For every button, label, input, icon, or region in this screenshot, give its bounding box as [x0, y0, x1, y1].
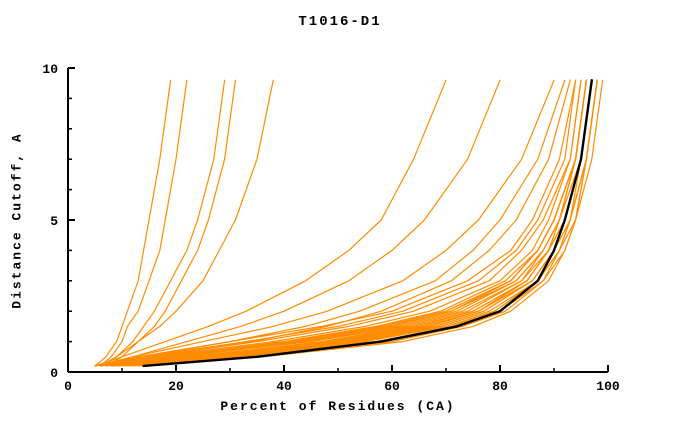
- y-axis-label: Distance Cutoff, A: [9, 131, 25, 309]
- model-curve: [105, 79, 588, 367]
- y-tick-label: 0: [50, 366, 58, 381]
- model-curve: [105, 79, 588, 367]
- model-curve: [115, 79, 593, 367]
- model-curve: [99, 79, 501, 367]
- model-curve: [105, 79, 236, 367]
- model-curve: [94, 79, 577, 367]
- model-curve: [99, 79, 226, 367]
- model-curve: [99, 79, 188, 367]
- x-tick-label: 80: [492, 379, 508, 394]
- highlighted-curve: [142, 78, 593, 368]
- model-curve: [99, 79, 566, 367]
- x-tick-label: 40: [276, 379, 292, 394]
- x-tick-label: 20: [168, 379, 184, 394]
- model-curve: [121, 79, 598, 367]
- model-curve: [99, 79, 582, 367]
- chart-title: T1016-D1: [298, 14, 382, 30]
- model-curve: [105, 79, 588, 367]
- model-curve: [121, 79, 598, 367]
- model-curve: [94, 79, 447, 367]
- model-curve: [110, 79, 593, 367]
- y-axis-label-box: Distance Cutoff, A: [0, 68, 34, 372]
- model-curve: [94, 79, 577, 367]
- model-curve: [105, 79, 588, 367]
- x-axis-label: Percent of Residues (CA): [220, 399, 456, 414]
- y-tick-label: 5: [50, 214, 58, 229]
- model-curve: [126, 79, 598, 367]
- model-curve: [94, 79, 555, 367]
- x-tick-label: 0: [64, 379, 72, 394]
- model-curve: [99, 79, 274, 367]
- model-curve: [105, 79, 571, 367]
- x-tick-label: 60: [384, 379, 400, 394]
- y-tick-label: 10: [42, 62, 58, 77]
- x-tick-label: 100: [596, 379, 620, 394]
- model-curve: [137, 79, 604, 367]
- model-curve: [94, 79, 172, 367]
